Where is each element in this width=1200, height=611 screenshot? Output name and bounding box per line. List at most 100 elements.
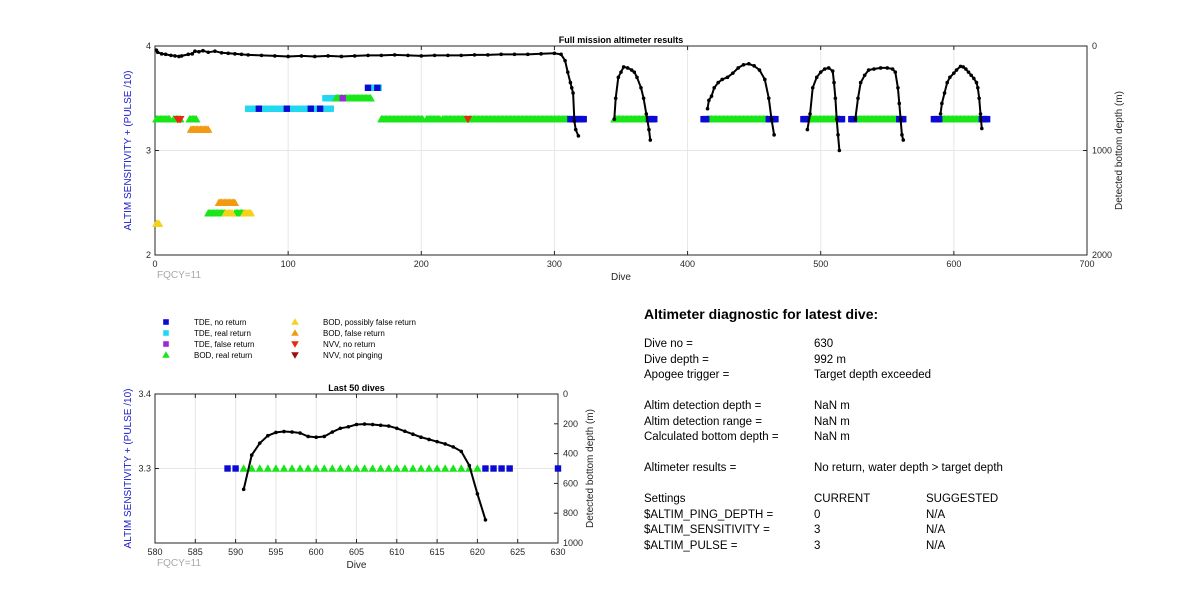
depth-point bbox=[274, 430, 278, 435]
depth-point bbox=[834, 117, 839, 121]
marker-tde_no_return bbox=[802, 115, 810, 123]
marker-bod_real bbox=[295, 464, 305, 472]
depth-point bbox=[163, 52, 168, 57]
marker-tde_no_return bbox=[772, 115, 779, 123]
depth-point bbox=[403, 429, 407, 434]
legend-label: BOD, possibly false return bbox=[323, 318, 416, 327]
depth-point bbox=[826, 66, 831, 70]
marker-tde_no_return bbox=[374, 84, 381, 91]
diagnostic-row-dive-depth: Dive depth = 992 m bbox=[644, 354, 1184, 370]
depth-point bbox=[712, 86, 716, 90]
diagnostic-label: Altimeter results = bbox=[644, 462, 737, 474]
depth-point bbox=[201, 48, 205, 53]
diagnostic-value: NaN m bbox=[814, 400, 850, 412]
depth-point bbox=[354, 422, 359, 427]
marker-tde_false bbox=[339, 95, 346, 102]
diagnostic-label: Apogee trigger = bbox=[644, 369, 730, 381]
depth-point bbox=[885, 66, 890, 70]
depth-point bbox=[958, 64, 963, 69]
depth-point bbox=[616, 75, 621, 80]
x-tick-label: 600 bbox=[946, 259, 961, 269]
legend-label: NVV, not pinging bbox=[323, 351, 382, 360]
depth-point bbox=[945, 80, 949, 85]
depth-point bbox=[862, 73, 867, 78]
marker-tde_false bbox=[163, 341, 169, 347]
depth-point bbox=[259, 53, 264, 58]
legend-label: BOD, real return bbox=[194, 351, 252, 360]
depth-point bbox=[974, 80, 979, 85]
depth-point bbox=[896, 86, 900, 90]
depth-point bbox=[286, 54, 290, 59]
depth-point bbox=[568, 80, 573, 85]
depth-point bbox=[565, 70, 570, 74]
depth-point bbox=[901, 138, 906, 142]
depth-point bbox=[866, 68, 871, 72]
diagnostic-value: 992 m bbox=[814, 353, 846, 366]
depth-point bbox=[512, 52, 517, 57]
depth-point bbox=[853, 117, 858, 121]
marker-bod_real bbox=[376, 464, 385, 472]
x-tick-label: 615 bbox=[430, 547, 445, 557]
diagnostic-value: No return, water depth > target depth bbox=[814, 462, 1003, 474]
depth-point bbox=[769, 117, 774, 121]
marker-series bbox=[152, 84, 991, 227]
depth-point bbox=[762, 77, 767, 82]
depth-point bbox=[613, 96, 618, 101]
depth-point bbox=[362, 422, 367, 426]
depth-point bbox=[539, 52, 543, 56]
y2-tick-label: 200 bbox=[563, 419, 578, 429]
depth-point bbox=[526, 52, 530, 57]
depth-point bbox=[155, 50, 160, 55]
marker-bod_real bbox=[473, 464, 482, 472]
depth-point bbox=[486, 53, 490, 57]
diagnostic-row-apogee-trigger: Apogee trigger = Target depth exceeded bbox=[644, 369, 1184, 385]
depth-point bbox=[186, 52, 191, 57]
diagnostic-label: Calculated bottom depth = bbox=[644, 431, 779, 443]
depth-point bbox=[173, 54, 177, 58]
depth-point bbox=[893, 70, 898, 74]
diagnostic-row-dive-no: Dive no = 630 bbox=[644, 338, 1184, 354]
setting-current: 3 bbox=[814, 539, 821, 552]
marker-tde_no_return bbox=[490, 465, 497, 472]
marker-tde_no_return bbox=[316, 105, 324, 112]
depth-point bbox=[720, 77, 724, 82]
depth-point bbox=[766, 96, 771, 101]
y2-axis-label: Detected bottom depth (m) bbox=[585, 409, 596, 528]
depth-point bbox=[446, 53, 450, 58]
depth-point bbox=[559, 52, 563, 57]
diagnostic-label: Altim detection range = bbox=[644, 415, 762, 428]
marker-tde_no_return bbox=[232, 465, 239, 472]
marker-tde_no_return bbox=[255, 105, 263, 112]
diagnostic-panel: Altimeter diagnostic for latest dive: Di… bbox=[644, 306, 1184, 555]
depth-point bbox=[648, 138, 653, 142]
depth-point bbox=[707, 98, 711, 103]
marker-bod_possibly_false bbox=[228, 209, 237, 217]
marker-nvv_no_return bbox=[291, 341, 299, 348]
marker-tde_no_return bbox=[498, 465, 505, 472]
marker-bod_real bbox=[432, 464, 442, 472]
marker-bod_real bbox=[440, 464, 450, 472]
y-axis-label: ALTIM SENSITIVITY + (PULSE /10) bbox=[123, 71, 134, 231]
depth-point bbox=[411, 432, 415, 437]
depth-profile-line bbox=[854, 66, 905, 141]
depth-point bbox=[273, 54, 277, 58]
depth-point bbox=[419, 54, 424, 58]
marker-bod_real bbox=[366, 94, 375, 102]
depth-point bbox=[571, 91, 575, 95]
diagnostic-label: Altim detection depth = bbox=[644, 400, 762, 412]
diagnostic-row-altim-detection-depth: Altim detection depth = NaN m bbox=[644, 400, 1184, 416]
marker-bod_real bbox=[279, 464, 289, 472]
marker-bod_real bbox=[239, 464, 248, 472]
marker-tde_no_return bbox=[364, 84, 372, 91]
depth-point bbox=[246, 53, 250, 57]
depth-point bbox=[483, 518, 488, 522]
depth-point bbox=[370, 422, 375, 427]
depth-point bbox=[741, 63, 746, 67]
depth-point bbox=[814, 75, 819, 80]
depth-point bbox=[467, 463, 472, 468]
diagnostic-label: Dive depth = bbox=[644, 353, 709, 366]
depth-point bbox=[898, 117, 903, 121]
depth-point bbox=[472, 53, 477, 57]
marker-tde_real bbox=[163, 330, 169, 336]
depth-point bbox=[736, 66, 740, 70]
